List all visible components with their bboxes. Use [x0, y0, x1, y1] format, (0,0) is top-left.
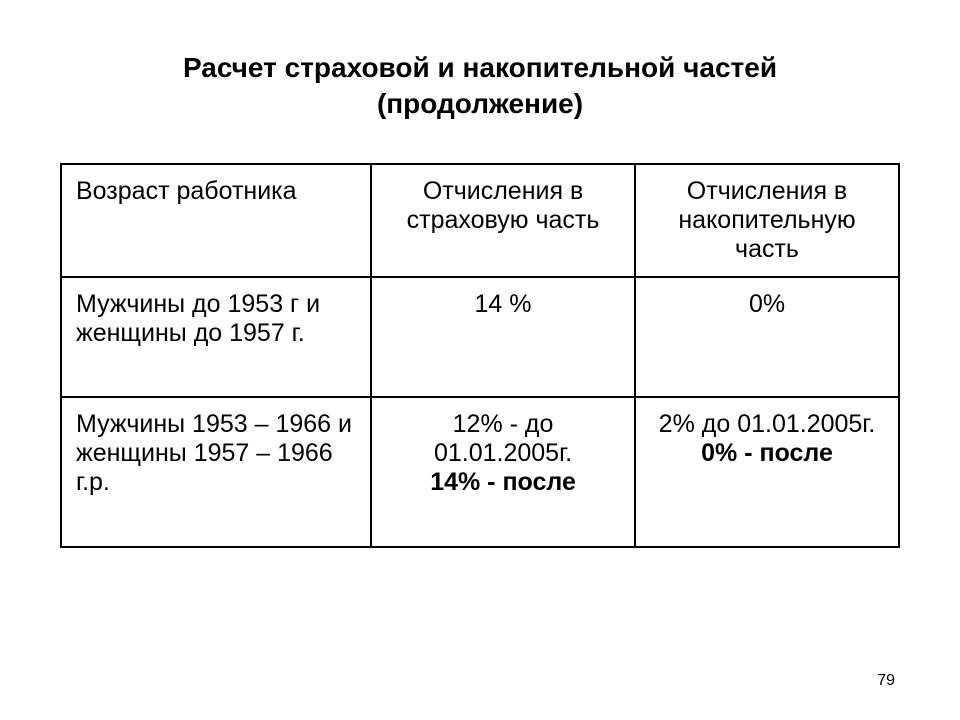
insurance-2-before: 12% - до 01.01.2005г.	[434, 410, 572, 467]
cell-insurance-1: 14 %	[371, 277, 635, 397]
cell-age-group-1: Мужчины до 1953 г и женщины до 1957 г.	[61, 277, 371, 397]
title-line-2: (продолжение)	[377, 88, 583, 119]
pension-contributions-table: Возраст работника Отчисления в страховую…	[60, 163, 900, 548]
cell-accumulative-2: 2% до 01.01.2005г. 0% - после	[635, 397, 899, 547]
cell-insurance-2: 12% - до 01.01.2005г. 14% - после	[371, 397, 635, 547]
table-row: Мужчины 1953 – 1966 и женщины 1957 – 196…	[61, 397, 899, 547]
title-line-1: Расчет страховой и накопительной частей	[183, 52, 777, 83]
cell-age-group-2: Мужчины 1953 – 1966 и женщины 1957 – 196…	[61, 397, 371, 547]
table-header-row: Возраст работника Отчисления в страховую…	[61, 164, 899, 277]
insurance-2-after: 14% - после	[430, 468, 576, 496]
header-accumulative: Отчисления в накопительную часть	[635, 164, 899, 277]
accumulative-2-after: 0% - после	[701, 439, 833, 467]
accumulative-2-before: 2% до 01.01.2005г.	[659, 410, 876, 438]
cell-accumulative-1: 0%	[635, 277, 899, 397]
slide-title: Расчет страховой и накопительной частей …	[60, 50, 900, 123]
page-number: 79	[877, 672, 895, 690]
header-age: Возраст работника	[61, 164, 371, 277]
header-insurance: Отчисления в страховую часть	[371, 164, 635, 277]
table-row: Мужчины до 1953 г и женщины до 1957 г. 1…	[61, 277, 899, 397]
